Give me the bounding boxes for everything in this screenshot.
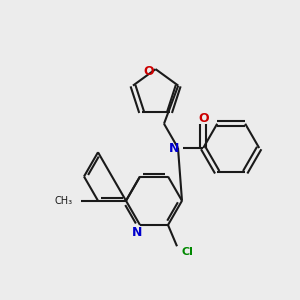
Text: N: N — [132, 226, 142, 239]
Text: O: O — [198, 112, 208, 125]
Text: O: O — [143, 65, 154, 78]
Text: N: N — [169, 142, 179, 154]
Text: Cl: Cl — [181, 247, 193, 257]
Text: CH₃: CH₃ — [55, 196, 73, 206]
